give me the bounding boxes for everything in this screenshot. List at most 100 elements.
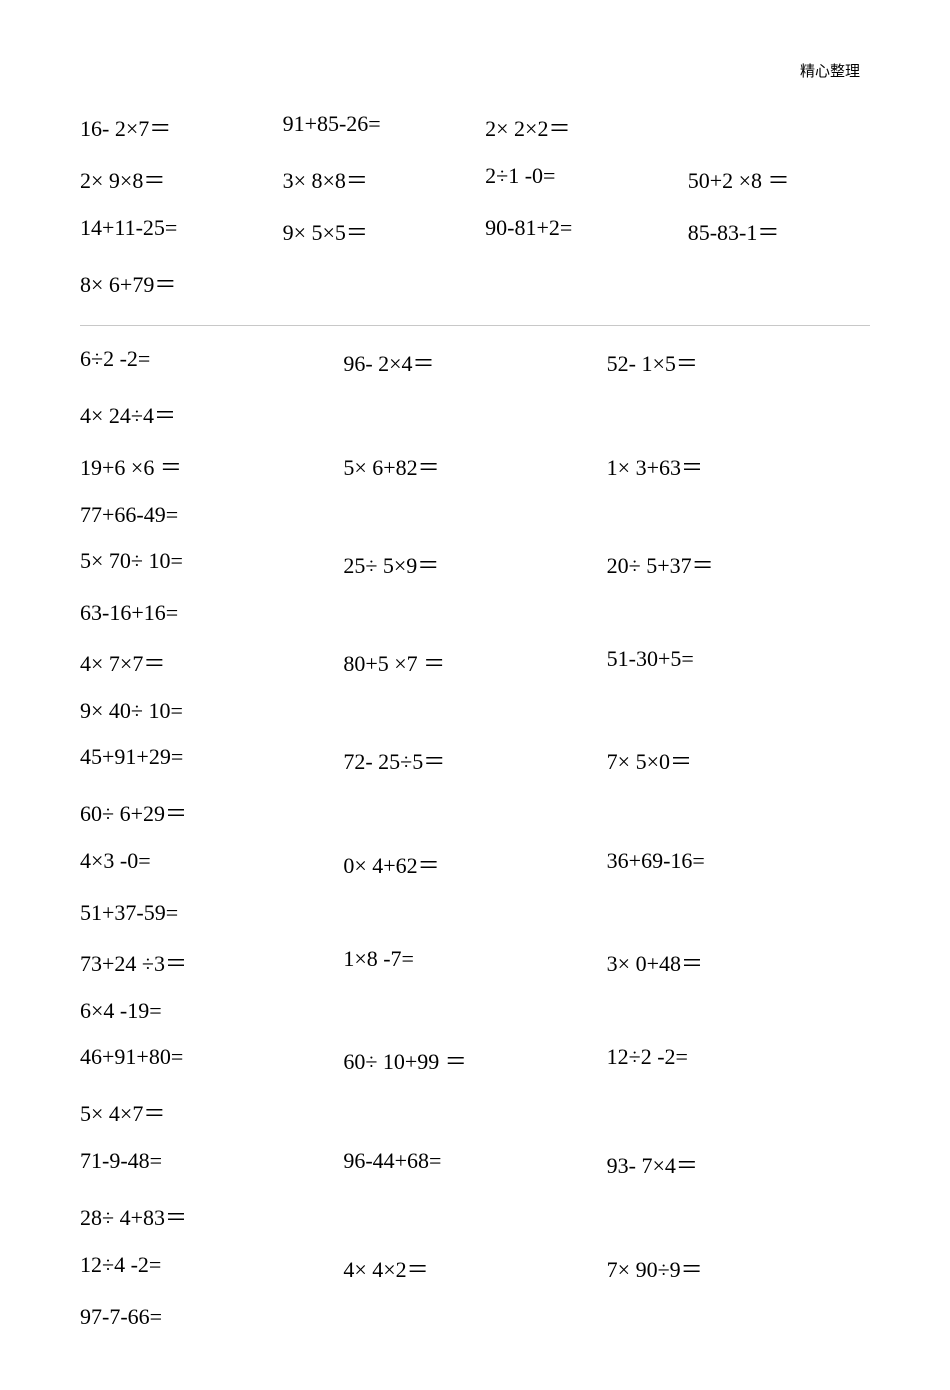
main-row: 9× 40÷ 10=	[80, 698, 870, 724]
main-row: 28÷ 4+83＝	[80, 1200, 870, 1232]
expr-cell	[607, 398, 870, 430]
expr-cell	[343, 398, 606, 430]
expr-cell	[343, 1200, 606, 1232]
expr-cell: 3× 8×8＝	[283, 163, 486, 195]
expr-cell: 16- 2×7＝	[80, 111, 283, 143]
main-section: 6÷2 -2=96- 2×4＝52- 1×5＝ 4× 24÷4＝ 19+6 ×6 ＝…	[80, 346, 870, 1330]
expr-cell	[343, 698, 606, 724]
main-row: 77+66-49=	[80, 502, 870, 528]
top-row: 16- 2×7＝ 91+85-26= 2× 2×2＝	[80, 111, 870, 143]
expr-cell	[485, 267, 688, 299]
page-root: 精心整理 16- 2×7＝ 91+85-26= 2× 2×2＝ 2× 9×8＝ …	[0, 0, 950, 1390]
expr-cell: 4× 24÷4＝	[80, 398, 343, 430]
main-row: 4× 24÷4＝	[80, 398, 870, 430]
expr-cell	[607, 998, 870, 1024]
expr-cell: 63-16+16=	[80, 600, 343, 626]
main-row: 71-9-48=96-44+68=93- 7×4＝	[80, 1148, 870, 1180]
expr-cell	[607, 600, 870, 626]
main-row: 5× 4×7＝	[80, 1096, 870, 1128]
expr-cell: 28÷ 4+83＝	[80, 1200, 343, 1232]
expr-cell: 8× 6+79＝	[80, 267, 283, 299]
expr-cell: 50+2 ×8 ＝	[688, 163, 870, 195]
expr-cell: 72- 25÷5＝	[343, 744, 606, 776]
expr-cell: 0× 4+62＝	[343, 848, 606, 880]
expr-cell: 4× 7×7＝	[80, 646, 343, 678]
main-row: 4×3 -0=0× 4+62＝36+69-16=	[80, 848, 870, 880]
main-row: 6÷2 -2=96- 2×4＝52- 1×5＝	[80, 346, 870, 378]
expr-cell	[607, 698, 870, 724]
expr-cell	[688, 267, 870, 299]
expr-cell	[343, 1304, 606, 1330]
expr-cell: 20÷ 5+37＝	[607, 548, 870, 580]
expr-cell: 19+6 ×6 ＝	[80, 450, 343, 482]
expr-cell: 2× 9×8＝	[80, 163, 283, 195]
expr-cell	[343, 796, 606, 828]
expr-cell: 4× 4×2＝	[343, 1252, 606, 1284]
expr-cell: 12÷2 -2=	[607, 1044, 870, 1076]
expr-cell: 1×8 -7=	[343, 946, 606, 978]
top-row: 2× 9×8＝ 3× 8×8＝ 2÷1 -0= 50+2 ×8 ＝	[80, 163, 870, 195]
expr-cell: 14+11-25=	[80, 215, 283, 247]
expr-cell: 5× 6+82＝	[343, 450, 606, 482]
main-row: 73+24 ÷3＝1×8 -7=3× 0+48＝	[80, 946, 870, 978]
expr-cell: 2× 2×2＝	[485, 111, 688, 143]
main-row: 45+91+29=72- 25÷5＝7× 5×0＝	[80, 744, 870, 776]
expr-cell: 85-83-1＝	[688, 215, 870, 247]
main-row: 4× 7×7＝80+5 ×7 ＝51-30+5=	[80, 646, 870, 678]
expr-cell: 5× 4×7＝	[80, 1096, 343, 1128]
expr-cell: 1× 3+63＝	[607, 450, 870, 482]
expr-cell: 73+24 ÷3＝	[80, 946, 343, 978]
expr-cell: 25÷ 5×9＝	[343, 548, 606, 580]
expr-cell: 60÷ 10+99 ＝	[343, 1044, 606, 1076]
expr-cell: 90-81+2=	[485, 215, 688, 247]
expr-cell: 12÷4 -2=	[80, 1252, 343, 1284]
header-label: 精心整理	[80, 60, 870, 81]
expr-cell: 6÷2 -2=	[80, 346, 343, 378]
expr-cell: 71-9-48=	[80, 1148, 343, 1180]
expr-cell	[607, 900, 870, 926]
expr-cell: 36+69-16=	[607, 848, 870, 880]
main-row: 46+91+80=60÷ 10+99 ＝12÷2 -2=	[80, 1044, 870, 1076]
main-row: 63-16+16=	[80, 600, 870, 626]
expr-cell: 77+66-49=	[80, 502, 343, 528]
expr-cell	[607, 1200, 870, 1232]
expr-cell: 6×4 -19=	[80, 998, 343, 1024]
expr-cell: 7× 5×0＝	[607, 744, 870, 776]
expr-cell: 9× 5×5＝	[283, 215, 486, 247]
top-row: 8× 6+79＝	[80, 267, 870, 299]
expr-cell: 96- 2×4＝	[343, 346, 606, 378]
expr-cell: 9× 40÷ 10=	[80, 698, 343, 724]
main-row: 97-7-66=	[80, 1304, 870, 1330]
expr-cell	[283, 267, 486, 299]
expr-cell: 60÷ 6+29＝	[80, 796, 343, 828]
expr-cell: 45+91+29=	[80, 744, 343, 776]
expr-cell	[343, 502, 606, 528]
expr-cell: 7× 90÷9＝	[607, 1252, 870, 1284]
expr-cell: 2÷1 -0=	[485, 163, 688, 195]
expr-cell: 5× 70÷ 10=	[80, 548, 343, 580]
expr-cell: 52- 1×5＝	[607, 346, 870, 378]
expr-cell: 80+5 ×7 ＝	[343, 646, 606, 678]
main-row: 5× 70÷ 10=25÷ 5×9＝20÷ 5+37＝	[80, 548, 870, 580]
expr-cell: 91+85-26=	[283, 111, 486, 143]
expr-cell	[607, 1096, 870, 1128]
expr-cell	[343, 600, 606, 626]
expr-cell	[343, 1096, 606, 1128]
expr-cell	[343, 998, 606, 1024]
expr-cell: 3× 0+48＝	[607, 946, 870, 978]
main-row: 12÷4 -2=4× 4×2＝7× 90÷9＝	[80, 1252, 870, 1284]
expr-cell: 93- 7×4＝	[607, 1148, 870, 1180]
main-row: 51+37-59=	[80, 900, 870, 926]
expr-cell	[343, 900, 606, 926]
expr-cell	[607, 1304, 870, 1330]
expr-cell	[688, 111, 870, 143]
expr-cell: 46+91+80=	[80, 1044, 343, 1076]
expr-cell: 97-7-66=	[80, 1304, 343, 1330]
expr-cell: 96-44+68=	[343, 1148, 606, 1180]
main-row: 19+6 ×6 ＝5× 6+82＝1× 3+63＝	[80, 450, 870, 482]
expr-cell	[607, 502, 870, 528]
expr-cell: 4×3 -0=	[80, 848, 343, 880]
expr-cell: 51-30+5=	[607, 646, 870, 678]
expr-cell	[607, 796, 870, 828]
main-row: 6×4 -19=	[80, 998, 870, 1024]
